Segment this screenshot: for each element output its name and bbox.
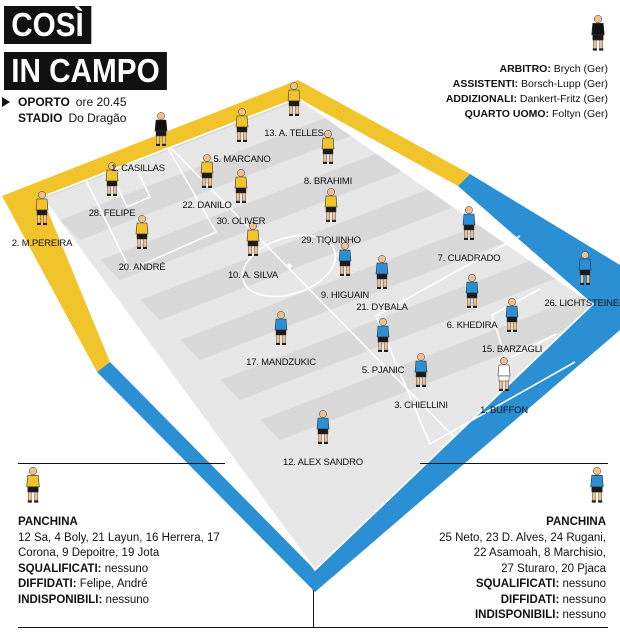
juve-bench-heading: PANCHINA <box>546 516 606 528</box>
pitch-stripe <box>60 98 593 240</box>
title-line-2: IN CAMPO <box>4 52 167 90</box>
arrow-right-icon <box>2 97 10 107</box>
player-figure <box>324 188 338 222</box>
player-figure <box>578 251 592 285</box>
divider-vertical <box>313 590 314 627</box>
juve-bench-list-3: 27 Sturaro, 20 Pjaca <box>501 562 606 575</box>
player-label: 26. LICHTSTEINER <box>544 298 620 309</box>
player-figure <box>375 255 389 289</box>
porto-bench-panel: PANCHINA 12 Sa, 4 Boly, 21 Layun, 16 Her… <box>18 515 223 608</box>
player-label: 20. ANDRÉ <box>118 262 166 273</box>
player-label: 2. M.PEREIRA <box>11 238 73 249</box>
player-label: 8. BRAHIMI <box>303 176 353 187</box>
official-row: ARBITRO: Brych (Ger) <box>499 63 609 75</box>
pitch-stripe <box>0 0 620 80</box>
player-label: 28. FELIPE <box>88 208 136 219</box>
juve-bench-icon <box>590 467 604 503</box>
players-layer <box>35 82 592 444</box>
juve-squalificati: SQUALIFICATI: nessuno <box>475 578 606 590</box>
player-figure <box>234 169 248 203</box>
player-figure <box>465 274 479 308</box>
referee-icon <box>591 15 605 51</box>
porto-diffidati: DIFFIDATI: Felipe, André <box>18 578 148 590</box>
juve-bench-list-2: 22 Asamoah, 8 Marchisio, <box>473 547 606 559</box>
official-row: ADDIZIONALI: Dankert-Fritz (Ger) <box>445 93 608 105</box>
porto-bench-heading: PANCHINA <box>18 516 78 528</box>
player-label: 21. DYBALA <box>356 302 408 313</box>
stadium-name: Do Dragão <box>68 111 127 125</box>
player-figure <box>316 410 330 444</box>
divider-bottom <box>18 627 608 628</box>
player-label: 30. OLIVER <box>216 216 266 227</box>
player-label: 12. ALEX SANDRO <box>283 457 363 468</box>
juve-bench-panel: PANCHINA 25 Neto, 23 D. Alves, 24 Rugani… <box>376 515 606 624</box>
player-label: 10. A. SILVA <box>227 270 279 281</box>
player-figure <box>414 353 428 387</box>
player-label: 29. TIQUINHO <box>301 235 361 246</box>
player-label: 17. MANDZUKIC <box>246 357 316 368</box>
player-label: 15. BARZAGLI <box>481 344 543 355</box>
juve-side-band <box>97 174 620 592</box>
player-label: 6. KHEDIRA <box>446 320 498 331</box>
player-figure <box>287 82 301 116</box>
player-figure <box>505 298 519 332</box>
juve-indisponibili: INDISPONIBILI: nessuno <box>474 609 606 621</box>
player-figure <box>376 318 390 352</box>
player-label: 9. HIGUAIN <box>320 290 370 301</box>
juve-diffidati: DIFFIDATI: nessuno <box>500 593 606 606</box>
player-label: 3. CHIELLINI <box>394 400 448 411</box>
player-label: 5. PJANIC <box>361 365 405 376</box>
official-row: ASSISTENTI: Borsch-Lupp (Ger) <box>452 78 608 90</box>
officials-list: ARBITRO: Brych (Ger) ASSISTENTI: Borsch-L… <box>446 62 608 122</box>
juve-bench-list-1: 25 Neto, 23 D. Alves, 24 Rugani, <box>439 531 606 544</box>
official-row: QUARTO UOMO: Foltyn (Ger) <box>464 108 608 120</box>
pitch-stripe <box>0 0 620 40</box>
player-label: 5. MARCANO <box>213 154 271 165</box>
player-figure <box>35 191 49 225</box>
porto-indisponibili: INDISPONIBILI: nessuno <box>18 593 150 606</box>
title-line-1: COSÌ <box>4 6 92 44</box>
player-label: 7. CUADRADO <box>437 253 501 264</box>
match-time-row: OPORTO ore 20.45 <box>2 95 127 109</box>
player-figure <box>321 130 335 164</box>
player-figure <box>135 215 149 249</box>
player-figure <box>338 242 352 276</box>
porto-side-band <box>2 80 470 372</box>
team-label: OPORTO <box>18 95 70 109</box>
divider-right <box>420 463 608 464</box>
porto-bench-list: 12 Sa, 4 Boly, 21 Layun, 16 Herrera, 17 … <box>18 531 220 560</box>
player-label: 1. CASILLAS <box>111 163 165 174</box>
porto-bench-icon <box>26 467 40 503</box>
player-label: 13. A. TELLES <box>264 128 324 139</box>
stadium-row: STADIO Do Dragão <box>18 111 126 125</box>
player-figure <box>274 311 288 345</box>
player-figure <box>497 357 511 391</box>
player-figure <box>235 108 249 142</box>
pitch-markings <box>40 97 595 572</box>
porto-squalificati: SQUALIFICATI: nessuno <box>18 562 149 575</box>
pitch-field <box>42 98 593 570</box>
player-figure <box>105 162 119 196</box>
match-time: ore 20.45 <box>75 95 127 109</box>
player-label: 1. BUFFON <box>480 405 528 416</box>
player-label: 22. DANILO <box>182 200 232 211</box>
player-figure <box>200 154 214 188</box>
divider-left <box>18 463 225 464</box>
player-figure <box>246 222 260 256</box>
player-figure <box>462 206 476 240</box>
pitch-stripe <box>220 98 593 400</box>
stadium-label: STADIO <box>18 111 63 125</box>
player-figure <box>154 112 168 146</box>
pitch-stripe <box>260 120 593 440</box>
